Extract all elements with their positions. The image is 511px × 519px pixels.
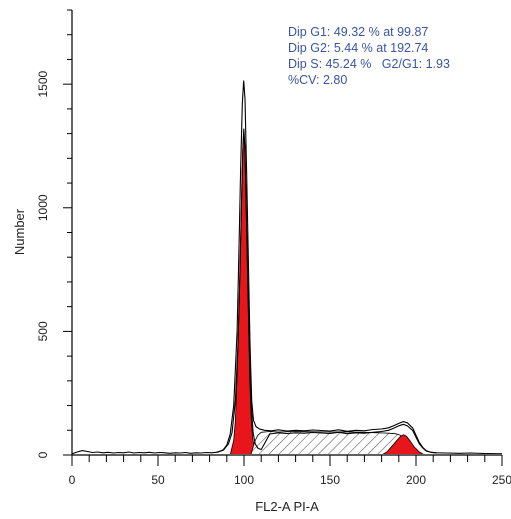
x-tick-label: 0 <box>69 473 76 487</box>
stats-line-g2: Dip G2: 5.44 % at 192.74 <box>288 41 428 55</box>
stats-line-g1: Dip G1: 49.32 % at 99.87 <box>288 25 428 39</box>
y-tick-label: 500 <box>36 321 50 341</box>
x-tick-label: 150 <box>320 473 340 487</box>
stats-line-s: Dip S: 45.24 % G2/G1: 1.93 <box>288 57 450 71</box>
phase-fills <box>230 131 424 454</box>
stats-box: Dip G1: 49.32 % at 99.87 Dip G2: 5.44 % … <box>288 25 450 87</box>
y-axis-title: Number <box>12 208 27 255</box>
x-axis-ticks: 0 50 100 150 200 250 <box>69 455 511 487</box>
phase-g2-area <box>382 434 424 454</box>
x-tick-label: 250 <box>492 473 511 487</box>
x-tick-label: 200 <box>406 473 426 487</box>
x-tick-label: 100 <box>234 473 254 487</box>
x-axis-title: FL2-A PI-A <box>255 499 319 514</box>
histogram-lines <box>72 80 502 454</box>
x-tick-label: 50 <box>151 473 165 487</box>
histogram-series-2 <box>216 128 437 454</box>
y-tick-label: 1000 <box>36 194 50 221</box>
stats-line-cv: %CV: 2.80 <box>288 73 347 87</box>
y-tick-label: 0 <box>36 451 50 458</box>
y-tick-label: 1500 <box>36 70 50 97</box>
y-axis-ticks: 0 500 1000 1500 <box>36 9 72 458</box>
histogram-series-1 <box>72 80 502 454</box>
